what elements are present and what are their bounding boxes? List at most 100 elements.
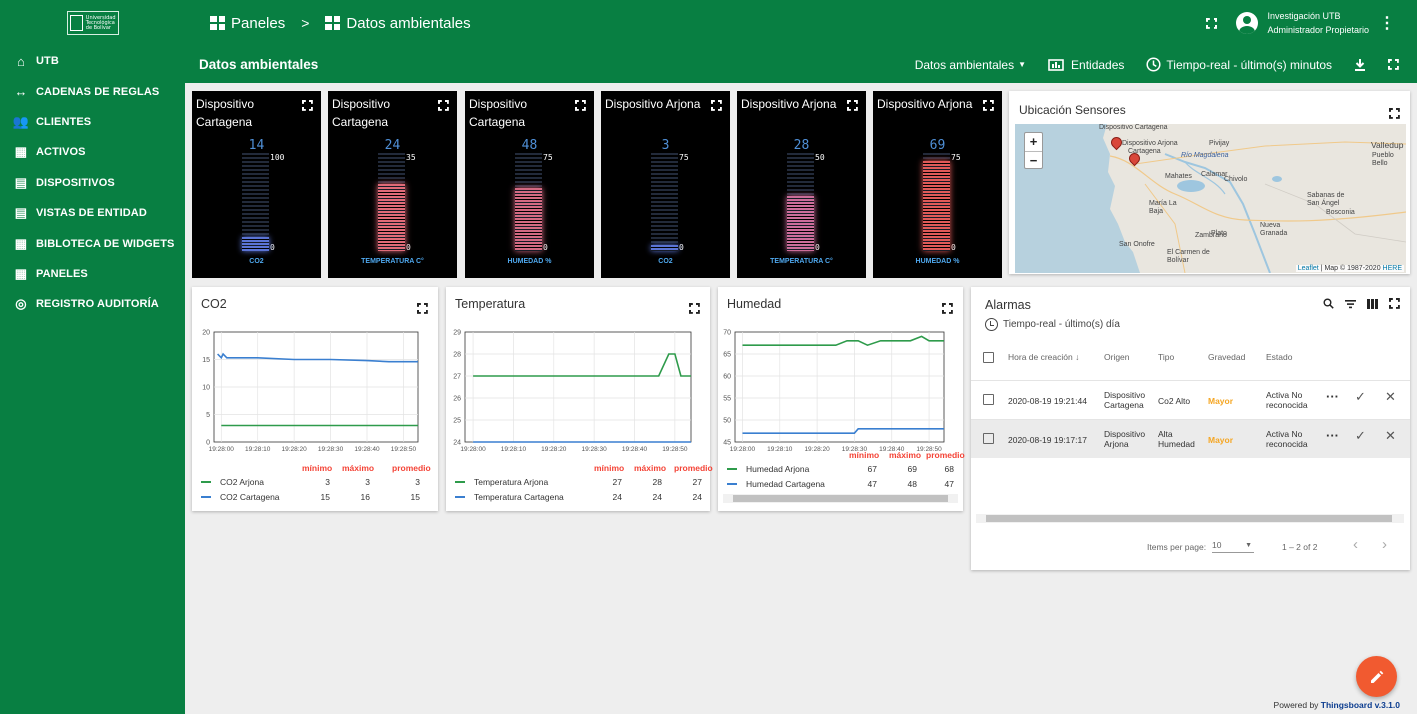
fullscreen-icon[interactable] <box>983 100 994 111</box>
select-all-checkbox[interactable] <box>983 352 994 363</box>
line-chart[interactable]: 24 25 26 27 28 29 19:28:00 19:28:10 19:28:20 19:2… <box>446 287 710 511</box>
thingsboard-link[interactable]: Thingsboard v.3.1.0 <box>1320 700 1400 710</box>
fullscreen-icon[interactable] <box>302 100 313 111</box>
timewindow-label: Tiempo-real - último(s) minutos <box>1166 57 1332 72</box>
user-info[interactable]: Investigación UTB Administrador Propieta… <box>1267 9 1369 37</box>
gauge-bar <box>242 153 269 251</box>
search-icon[interactable] <box>1323 298 1334 309</box>
dashboard-title: Datos ambientales <box>199 57 319 72</box>
cell-type: Alta Humedad <box>1158 429 1195 449</box>
clear-icon[interactable]: ✕ <box>1385 428 1396 443</box>
horizontal-scrollbar[interactable] <box>976 514 1404 523</box>
column-header-origin[interactable]: Origen <box>1104 352 1130 362</box>
legend-label: CO2 Cartagena <box>220 492 280 502</box>
sidebar-item-bibloteca-de-widgets[interactable]: ▦ BIBLOTECA DE WIDGETS <box>0 228 185 258</box>
row-checkbox[interactable] <box>983 394 994 405</box>
x-tick-label: 19:28:40 <box>354 446 380 453</box>
breadcrumb-current: Datos ambientales <box>325 15 471 32</box>
gauge-title: Dispositivo Cartagena <box>196 97 255 129</box>
column-header-status[interactable]: Estado <box>1266 352 1293 362</box>
breadcrumb-dashboards[interactable]: Paneles <box>210 15 285 32</box>
sidebar-item-registro-auditor-a[interactable]: ◎ REGISTRO AUDITORÍA <box>0 289 185 319</box>
fullscreen-icon[interactable] <box>847 100 858 111</box>
more-horiz-icon[interactable]: ··· <box>1326 428 1339 443</box>
gauge-label: TEMPERATURA C° <box>361 258 424 265</box>
fullscreen-icon[interactable] <box>711 100 722 111</box>
gauge-widget: Dispositivo Cartagena 48 75 0 HUMEDAD % <box>465 91 594 278</box>
legend-item[interactable]: Temperatura Arjona <box>455 477 548 487</box>
acknowledge-icon[interactable]: ✓ <box>1355 389 1366 404</box>
filter-icon[interactable] <box>1345 299 1356 309</box>
scrollbar-thumb[interactable] <box>733 495 948 502</box>
items-per-page-select[interactable]: 10 ▼ <box>1212 540 1254 553</box>
legend-item[interactable]: CO2 Arjona <box>201 477 264 487</box>
download-button[interactable] <box>1354 58 1366 71</box>
line-chart[interactable]: 45 50 55 60 65 70 19:28:00 19:28:10 19:28:20 19:2… <box>718 287 963 511</box>
map-canvas[interactable]: + − Dispositivo Cartagena Dispositivo Ar… <box>1015 124 1406 273</box>
legend-scrollbar[interactable] <box>723 494 958 503</box>
prev-page-icon[interactable]: ‹ <box>1353 536 1358 553</box>
legend-item[interactable]: CO2 Cartagena <box>201 492 280 502</box>
gauge-min: 0 <box>815 243 820 252</box>
more-horiz-icon[interactable]: ··· <box>1326 389 1339 404</box>
powered-by: Powered by Thingsboard v.3.1.0 <box>1274 700 1400 710</box>
sidebar-item-paneles[interactable]: ▦ PANELES <box>0 259 185 289</box>
sidebar-item-cadenas-de-reglas[interactable]: ↔ CADENAS DE REGLAS <box>0 76 185 106</box>
alarms-timewindow[interactable]: Tiempo-real - último(s) día <box>985 318 1120 331</box>
gauge-widget: Dispositivo Arjona 69 75 0 HUMEDAD % <box>873 91 1002 278</box>
logo[interactable]: Universidad Tecnológica de Bolívar <box>0 0 185 46</box>
timewindow-button[interactable]: Tiempo-real - último(s) minutos <box>1146 57 1332 72</box>
gauge-label: TEMPERATURA C° <box>770 258 833 265</box>
y-tick-label: 70 <box>723 330 731 337</box>
map-label: Calamar <box>1201 171 1228 178</box>
legend-header: promedio <box>674 463 713 473</box>
gauge-max: 75 <box>951 153 961 162</box>
clear-icon[interactable]: ✕ <box>1385 389 1396 404</box>
sidebar-item-utb[interactable]: ⌂ UTB <box>0 46 185 76</box>
column-header-type[interactable]: Tipo <box>1158 352 1175 362</box>
next-page-icon[interactable]: › <box>1382 536 1387 553</box>
columns-icon[interactable] <box>1367 298 1378 309</box>
zoom-in-button[interactable]: + <box>1025 133 1042 152</box>
y-tick-label: 24 <box>453 440 461 447</box>
leaflet-link[interactable]: Leaflet <box>1297 265 1319 272</box>
legend-stat: 47 <box>867 479 877 489</box>
sidebar-item-dispositivos[interactable]: ▤ DISPOSITIVOS <box>0 168 185 198</box>
table-row[interactable]: 2020-08-19 19:17:17 Dispositivo Arjona Alt… <box>971 419 1410 458</box>
cell-time: 2020-08-19 19:17:17 <box>1008 435 1087 445</box>
map-label: Río Magdalena <box>1181 152 1229 159</box>
zoom-out-button[interactable]: − <box>1029 153 1038 168</box>
scrollbar-thumb[interactable] <box>986 515 1392 522</box>
fullscreen-icon[interactable] <box>1389 108 1400 119</box>
more-vert-icon[interactable]: ⋮ <box>1379 15 1395 32</box>
legend-item[interactable]: Temperatura Cartagena <box>455 492 564 502</box>
line-chart[interactable]: 0 5 10 15 20 19:28:00 19:28:10 19:28:20 19:28:30… <box>192 287 438 511</box>
column-header-created[interactable]: Hora de creación ↓ <box>1008 352 1079 362</box>
column-header-severity[interactable]: Gravedad <box>1208 352 1246 362</box>
edit-dashboard-button[interactable] <box>1356 656 1397 697</box>
legend-item[interactable]: Humedad Cartagena <box>727 479 825 489</box>
legend-item[interactable]: Humedad Arjona <box>727 464 809 474</box>
state-select[interactable]: Datos ambientales ▼ <box>915 58 1026 72</box>
avatar[interactable] <box>1236 12 1259 34</box>
acknowledge-icon[interactable]: ✓ <box>1355 428 1366 443</box>
here-link[interactable]: HERE <box>1382 265 1402 272</box>
chart-title: Humedad <box>727 297 782 311</box>
fullscreen-icon[interactable] <box>575 100 586 111</box>
gauge-fill <box>923 160 950 251</box>
row-checkbox[interactable] <box>983 433 994 444</box>
y-tick-label: 26 <box>453 396 461 403</box>
chart-widget-humedad: Humedad 45 50 55 60 65 70 19:28:00 19:28:10 19:28… <box>718 287 965 511</box>
logo-text: Universidad Tecnológica de Bolívar <box>85 14 116 31</box>
fullscreen-icon[interactable] <box>438 100 449 111</box>
entities-button[interactable]: Entidades <box>1048 58 1124 72</box>
table-row[interactable]: 2020-08-19 19:21:44 Dispositivo Cartagena… <box>971 380 1410 419</box>
fullscreen-button[interactable] <box>1388 59 1399 70</box>
sidebar-item-activos[interactable]: ▦ ACTIVOS <box>0 137 185 167</box>
sidebar-item-clientes[interactable]: 👥 CLIENTES <box>0 107 185 137</box>
fullscreen-icon[interactable] <box>1389 298 1400 309</box>
sidebar-item-vistas-de-entidad[interactable]: ▤ VISTAS DE ENTIDAD <box>0 198 185 228</box>
gauge-value: 3 <box>661 138 670 153</box>
gauge-value: 28 <box>793 138 810 153</box>
fullscreen-icon[interactable] <box>1206 18 1217 29</box>
